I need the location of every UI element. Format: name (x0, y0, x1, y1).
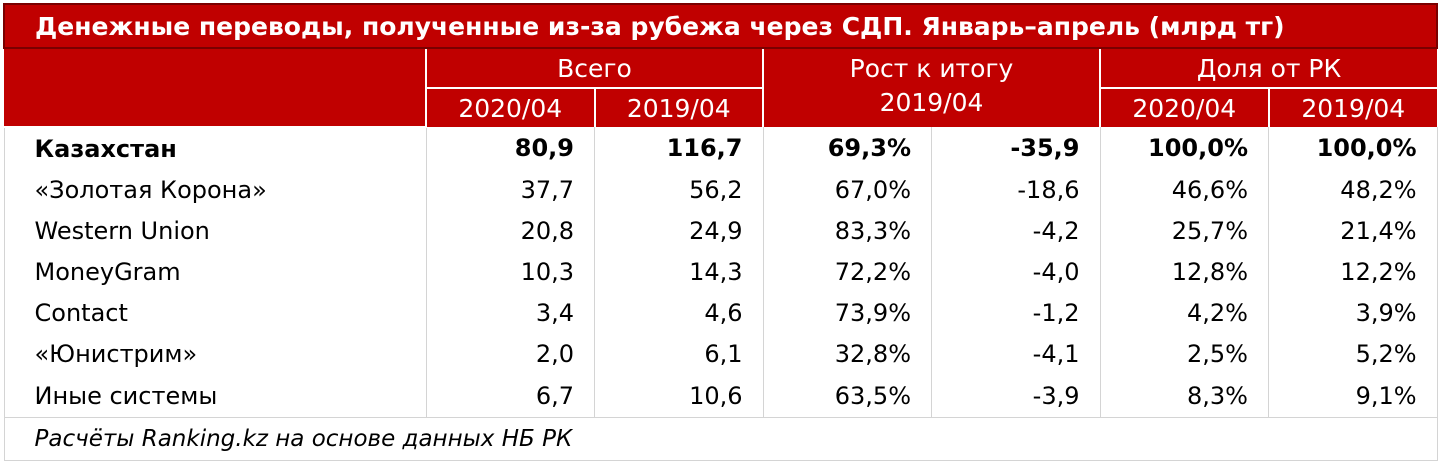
cell-total-2020: 2,0 (426, 333, 595, 374)
cell-share-2020: 4,2% (1100, 292, 1269, 333)
table-row: Western Union 20,8 24,9 83,3% -4,2 25,7% 21,4% (3, 210, 1438, 251)
sub-header-share-2020: 2020/04 (1100, 88, 1270, 127)
table-title: Денежные переводы, полученные из-за рубе… (2, 3, 1439, 49)
cell-growth-pct: 32,8% (763, 333, 932, 374)
source-row: Расчёты Ranking.kz на основе данных НБ Р… (3, 417, 1438, 461)
cell-total-2019: 116,7 (594, 127, 764, 169)
row-label: Казахстан (3, 127, 427, 169)
cell-total-2020: 3,4 (426, 292, 595, 333)
cell-share-2019: 5,2% (1268, 333, 1438, 374)
cell-total-2020: 80,9 (426, 127, 595, 169)
title-row: Денежные переводы, полученные из-за рубе… (2, 3, 1439, 49)
cell-share-2019: 21,4% (1268, 210, 1438, 251)
row-label: «Золотая Корона» (3, 169, 427, 210)
cell-growth-pct: 83,3% (763, 210, 932, 251)
row-label: Contact (3, 292, 427, 333)
cell-growth-pct: 69,3% (763, 127, 932, 169)
table-row: Иные системы 6,7 10,6 63,5% -3,9 8,3% 9,1% (3, 374, 1438, 418)
row-label: Иные системы (3, 374, 427, 418)
cell-share-2019: 9,1% (1268, 374, 1438, 418)
cell-share-2020: 2,5% (1100, 333, 1269, 374)
cell-total-2020: 10,3 (426, 251, 595, 292)
cell-share-2020: 8,3% (1100, 374, 1269, 418)
group-header-row: Всего Рост к итогу Доля от РК (4, 48, 1438, 128)
table-row: Contact 3,4 4,6 73,9% -1,2 4,2% 3,9% (3, 292, 1438, 333)
cell-share-2020: 100,0% (1100, 127, 1269, 169)
cell-growth-abs: -3,9 (931, 374, 1101, 418)
cell-total-2019: 4,6 (594, 292, 764, 333)
cell-growth-abs: -4,1 (931, 333, 1101, 374)
cell-total-2019: 6,1 (594, 333, 764, 374)
cell-total-2019: 56,2 (594, 169, 764, 210)
cell-share-2019: 3,9% (1268, 292, 1438, 333)
cell-total-2020: 6,7 (426, 374, 595, 418)
cell-share-2020: 25,7% (1100, 210, 1269, 251)
group-header-growth: Рост к итогу (763, 48, 1101, 88)
table-row: «Золотая Корона» 37,7 56,2 67,0% -18,6 46,6% 4… (3, 169, 1438, 210)
cell-share-2020: 46,6% (1100, 169, 1269, 210)
cell-total-2019: 10,6 (594, 374, 764, 418)
cell-total-2019: 24,9 (594, 210, 764, 251)
row-label: «Юнистрим» (3, 333, 427, 374)
cell-total-2020: 20,8 (426, 210, 595, 251)
cell-growth-abs: -35,9 (931, 127, 1101, 169)
table-row: Казахстан 80,9 116,7 69,3% -35,9 100,0% 100,0% (3, 127, 1438, 169)
cell-share-2020: 12,8% (1100, 251, 1269, 292)
sub-header-growth-2019: 2019/04 (763, 88, 1101, 127)
sub-header-total-2020: 2020/04 (426, 88, 596, 127)
cell-growth-abs: -4,0 (931, 251, 1101, 292)
header-blank (4, 48, 427, 128)
cell-share-2019: 48,2% (1268, 169, 1438, 210)
sub-header-share-2019: 2019/04 (1268, 88, 1438, 127)
cell-growth-pct: 72,2% (763, 251, 932, 292)
cell-share-2019: 12,2% (1268, 251, 1438, 292)
cell-growth-pct: 67,0% (763, 169, 932, 210)
cell-growth-abs: -18,6 (931, 169, 1101, 210)
table-row: MoneyGram 10,3 14,3 72,2% -4,0 12,8% 12,2% (3, 251, 1438, 292)
group-header-share: Доля от РК (1100, 48, 1438, 89)
row-label: Western Union (3, 210, 427, 251)
cell-growth-pct: 73,9% (763, 292, 932, 333)
table-row: «Юнистрим» 2,0 6,1 32,8% -4,1 2,5% 5,2% (3, 333, 1438, 374)
group-header-total: Всего (426, 48, 764, 89)
cell-share-2019: 100,0% (1268, 127, 1438, 169)
sub-header-total-2019: 2019/04 (594, 88, 764, 127)
cell-growth-pct: 63,5% (763, 374, 932, 418)
sub-header-row: 2020/04 2019/04 2019/04 2020/04 2019/04 (4, 88, 1438, 127)
cell-growth-abs: -1,2 (931, 292, 1101, 333)
cell-growth-abs: -4,2 (931, 210, 1101, 251)
row-label: MoneyGram (3, 251, 427, 292)
data-table: Денежные переводы, полученные из-за рубе… (2, 3, 1439, 461)
cell-total-2019: 14,3 (594, 251, 764, 292)
cell-total-2020: 37,7 (426, 169, 595, 210)
source-note: Расчёты Ranking.kz на основе данных НБ Р… (3, 417, 1438, 461)
